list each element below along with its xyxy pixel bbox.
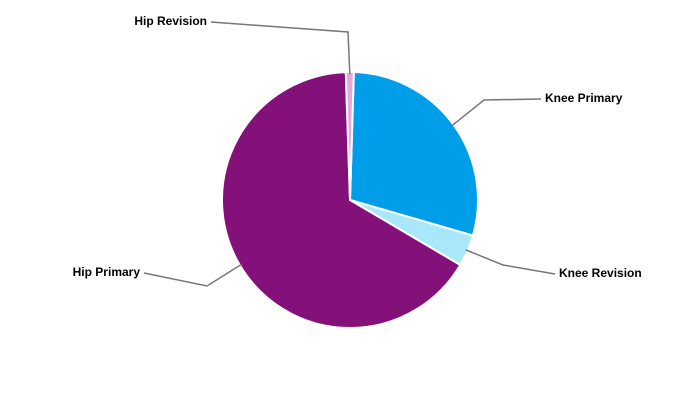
leader-line [210,21,351,75]
slice-label: Hip Primary [73,265,141,279]
leader-line [465,249,556,275]
slice-label: Knee Primary [545,91,623,105]
slice-label: Knee Revision [559,266,642,280]
leader-line [451,98,542,127]
slice-label: Hip Revision [134,14,207,28]
leader-line [143,263,243,287]
